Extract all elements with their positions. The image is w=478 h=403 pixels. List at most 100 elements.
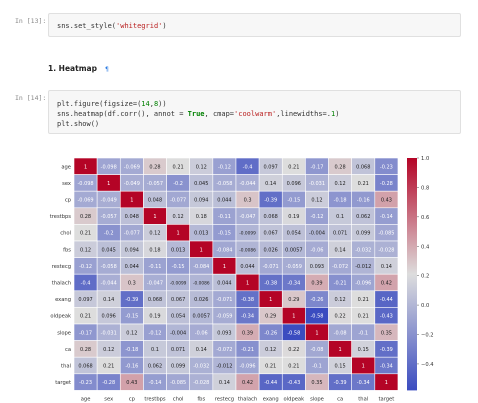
- heatmap-annotation: 0.097: [264, 164, 278, 170]
- heatmap-annotation: 0.0057: [193, 314, 211, 320]
- x-tick-label: cp: [129, 396, 136, 402]
- heatmap-annotation: -0.39: [380, 347, 393, 353]
- heatmap-annotation: -0.031: [309, 181, 325, 187]
- heatmap-annotation: 0.071: [171, 347, 185, 353]
- heatmap-annotation: 0.068: [356, 164, 370, 170]
- heatmap-annotation: 0.14: [381, 264, 392, 270]
- code-cell-14[interactable]: plt.figure(figsize=(14,8)) sns.heatmap(d…: [48, 90, 461, 134]
- heatmap-annotation: -0.072: [216, 347, 232, 353]
- heatmap-annotation: 0.093: [217, 330, 231, 336]
- y-tick-label: oldpeak: [50, 314, 71, 320]
- heatmap-annotation: 1: [385, 380, 388, 386]
- heatmap-annotation: 0.3: [128, 281, 136, 287]
- heatmap-annotation: 0.12: [335, 297, 346, 303]
- code-token: plt.show(): [57, 120, 100, 128]
- heatmap-annotation: 0.39: [311, 281, 322, 287]
- heatmap-annotation: 0.21: [80, 231, 91, 237]
- heatmap-annotation: -0.031: [101, 330, 117, 336]
- heatmap-annotation: -0.058: [216, 181, 232, 187]
- heatmap-annotation: -0.071: [263, 264, 279, 270]
- heatmap-annotation: -0.084: [216, 247, 232, 253]
- x-tick-label: ca: [337, 396, 343, 402]
- heatmap-annotation: -0.084: [193, 264, 209, 270]
- colorbar-tick-label: 0.8: [421, 185, 429, 191]
- y-tick-label: thalach: [52, 281, 71, 287]
- y-tick-label: restecg: [52, 264, 71, 270]
- heatmap-annotation: -0.15: [125, 314, 138, 320]
- code-cell-13[interactable]: sns.set_style('whitegrid'): [48, 13, 461, 37]
- heatmap-annotation: -0.11: [149, 264, 162, 270]
- heatmap-annotation: -0.032: [355, 247, 371, 253]
- colorbar-tick-label: −0.4: [421, 362, 434, 368]
- y-tick-label: fbs: [63, 247, 71, 253]
- x-tick-label: age: [81, 396, 91, 402]
- heatmap-annotation: -0.044: [101, 281, 117, 287]
- heatmap-annotation: -0.085: [378, 231, 394, 237]
- heatmap-annotation: -0.12: [149, 330, 162, 336]
- heatmap-annotation: 0.43: [126, 380, 137, 386]
- heatmap-annotation: 0.096: [102, 314, 116, 320]
- heatmap-annotation: -0.047: [147, 281, 163, 287]
- heatmap-annotation: -0.044: [239, 181, 255, 187]
- heatmap-annotation: -0.58: [287, 330, 300, 336]
- colorbar: [407, 158, 417, 391]
- heatmap-annotation: 0.096: [287, 181, 301, 187]
- heatmap-annotation: -0.4: [243, 164, 253, 170]
- heatmap-annotation: 1: [177, 231, 180, 237]
- heatmap-annotation: 0.19: [149, 314, 160, 320]
- heatmap-annotation: 0.12: [196, 164, 207, 170]
- heatmap-annotation: 0.22: [335, 314, 346, 320]
- heatmap-annotation: -0.18: [334, 198, 347, 204]
- heatmap-annotation: -0.0086: [239, 247, 256, 253]
- heatmap-annotation: -0.1: [358, 330, 368, 336]
- heatmap-annotation: 0.026: [264, 247, 278, 253]
- heatmap-annotation: 0.21: [358, 181, 369, 187]
- heatmap-annotation: 0.068: [78, 364, 92, 370]
- anchor-link-icon[interactable]: ¶: [104, 66, 109, 73]
- heatmap-annotation: -0.43: [380, 314, 393, 320]
- heatmap-annotation: -0.18: [125, 347, 138, 353]
- cell-prompt-13: In [13]:: [15, 17, 47, 25]
- heatmap-annotation: 0.15: [358, 347, 369, 353]
- code-token: 14: [141, 100, 150, 108]
- heatmap-annotation: 0.14: [219, 380, 230, 386]
- heatmap-annotation: -0.34: [241, 314, 254, 320]
- x-tick-label: exang: [263, 396, 279, 402]
- y-tick-label: chol: [60, 231, 71, 237]
- colorbar-tick-label: 0.0: [421, 303, 429, 309]
- heatmap-annotation: -0.057: [147, 181, 163, 187]
- heatmap-annotation: 0.044: [125, 264, 139, 270]
- heatmap-annotation: 0.099: [171, 364, 185, 370]
- heatmap-annotation: -0.098: [78, 181, 94, 187]
- heatmap-annotation: -0.2: [173, 181, 183, 187]
- y-tick-label: thal: [61, 364, 71, 370]
- code-token: ,: [149, 100, 154, 108]
- heatmap-annotation: -0.21: [334, 281, 347, 287]
- code-token: sns.heatmap(df.corr(), annot =: [57, 110, 188, 118]
- heatmap-annotation: -0.12: [79, 264, 92, 270]
- heatmap-annotation: -0.049: [101, 198, 117, 204]
- heatmap-annotation: 0.062: [356, 214, 370, 220]
- heatmap-annotation: 0.3: [244, 198, 252, 204]
- heatmap-annotation: -0.004: [170, 330, 186, 336]
- heatmap-annotation: 0.12: [149, 231, 160, 237]
- heatmap-annotation: -0.34: [357, 380, 370, 386]
- code-token: , cmap=: [204, 110, 235, 118]
- heatmap-annotation: 1: [246, 281, 249, 287]
- heatmap-annotation: -0.069: [124, 164, 140, 170]
- heatmap-annotation: 0.054: [171, 314, 185, 320]
- heatmap-annotation: -0.39: [334, 380, 347, 386]
- heatmap-annotation: -0.096: [355, 281, 371, 287]
- x-tick-label: slope: [310, 396, 324, 402]
- x-tick-label: chol: [173, 396, 184, 402]
- heatmap-annotation: 0.35: [311, 380, 322, 386]
- colorbar-tick-label: 1.0: [421, 156, 429, 162]
- cell-prompt-14: In [14]:: [15, 94, 47, 102]
- heatmap-annotation: -0.098: [101, 164, 117, 170]
- x-tick-label: fbs: [197, 396, 205, 402]
- heatmap-annotation: -0.15: [172, 264, 185, 270]
- heatmap-annotation: 0.21: [358, 297, 369, 303]
- heatmap-annotation: 0.068: [264, 214, 278, 220]
- heatmap-cell: [374, 373, 399, 391]
- heatmap-annotation: -0.059: [216, 314, 232, 320]
